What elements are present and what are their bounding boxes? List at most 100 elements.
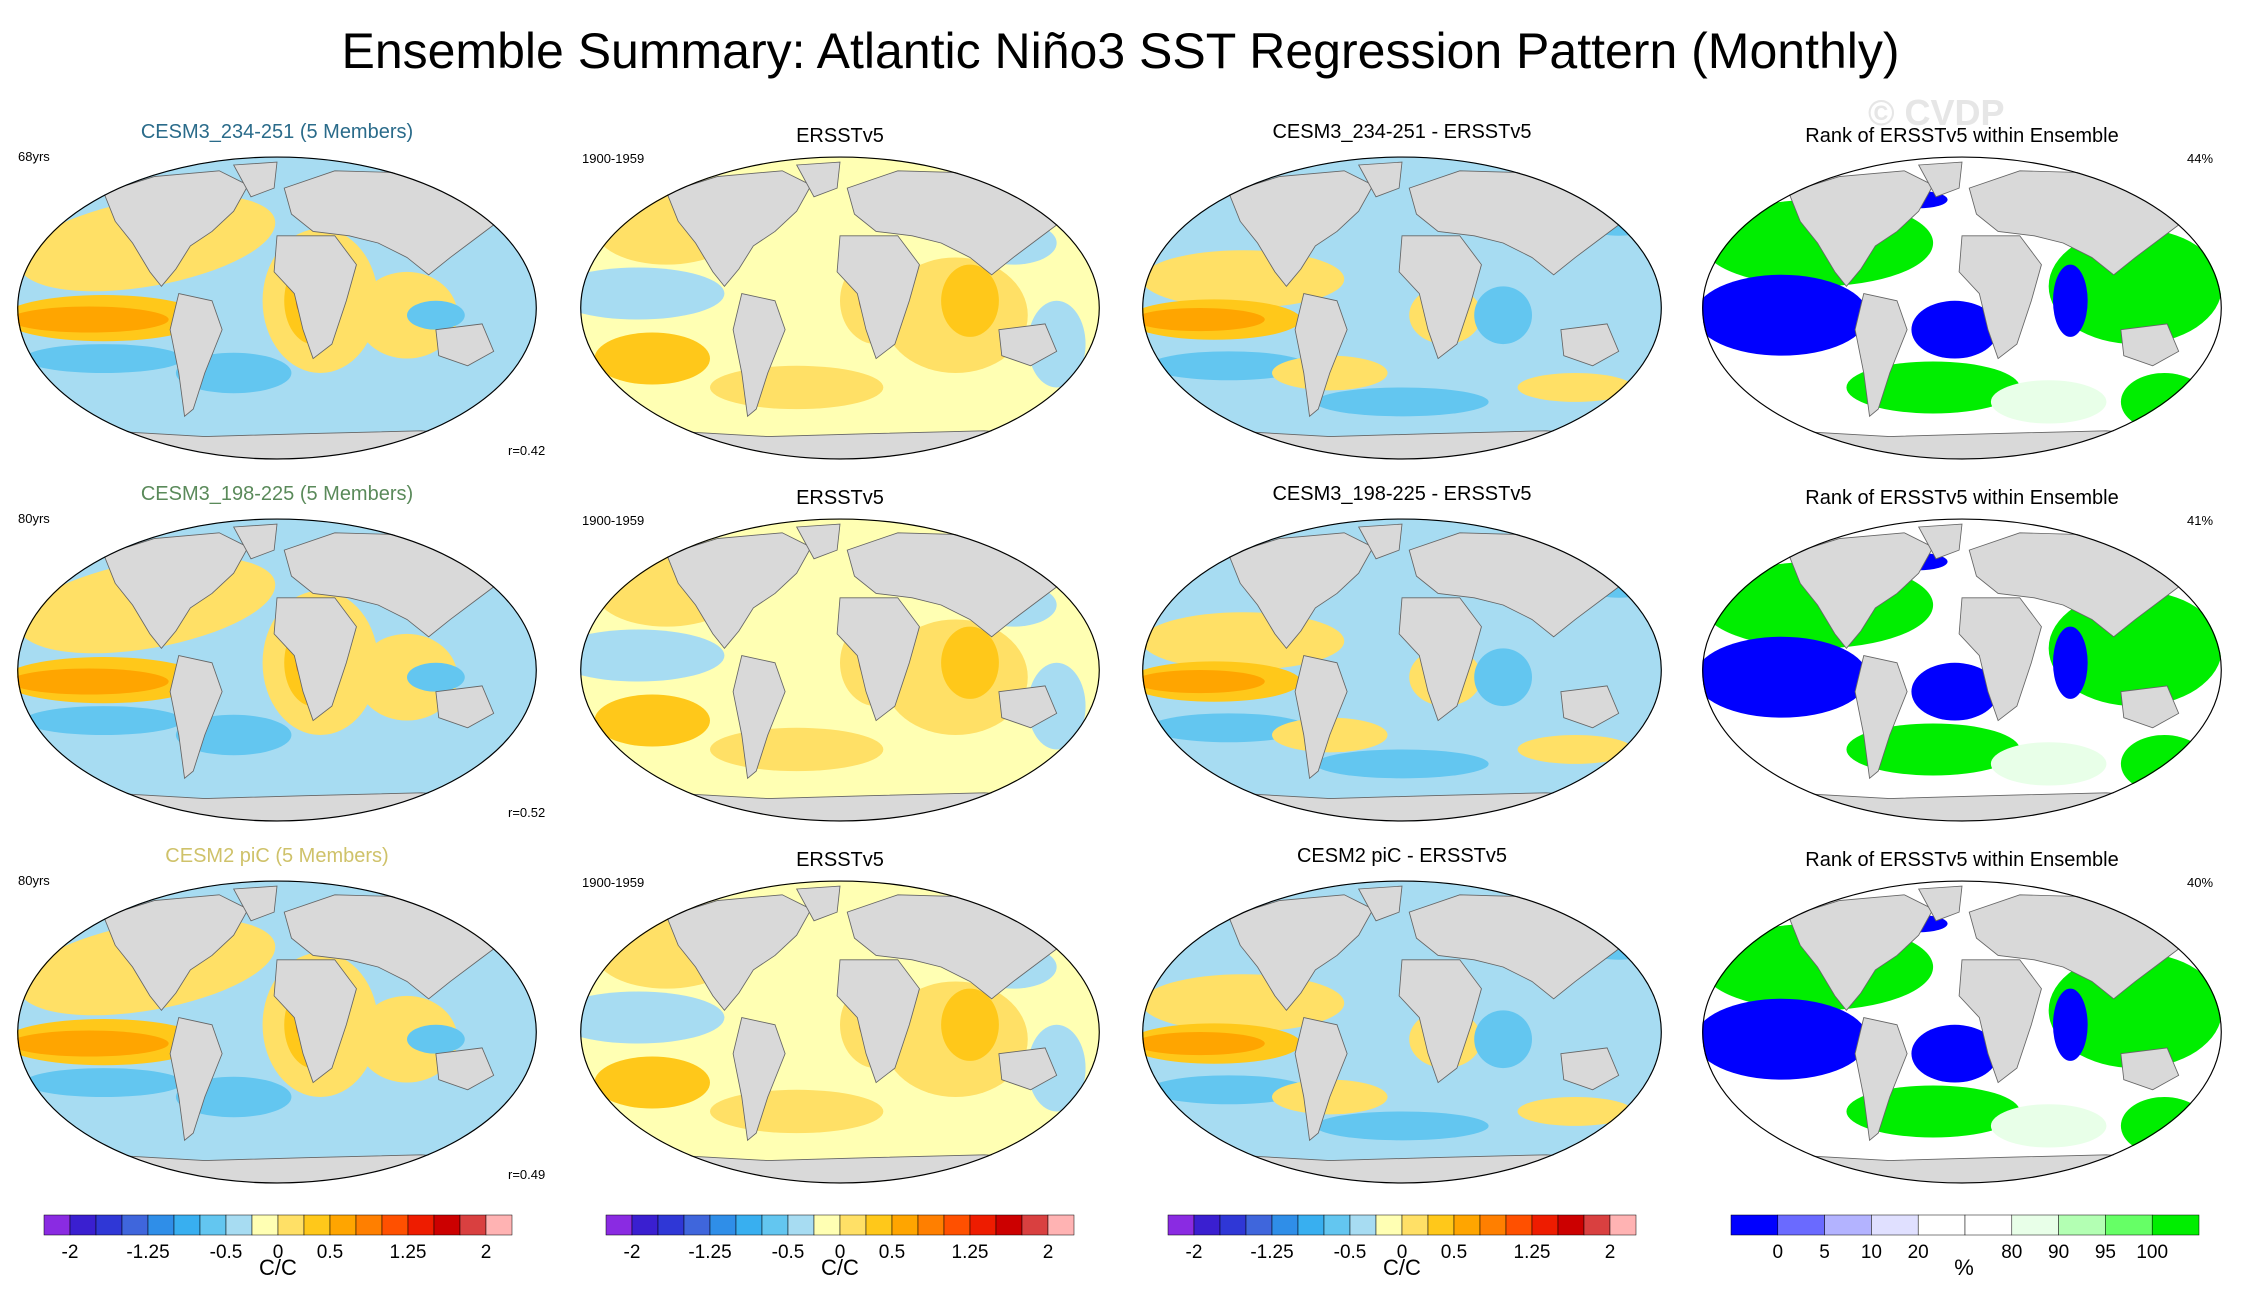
sst-colorbar-3-swatch bbox=[1531, 1214, 1559, 1236]
sst-colorbar-1-tick-label: 0.5 bbox=[316, 1242, 344, 1263]
sst-colorbar-2-swatch bbox=[917, 1214, 945, 1236]
rank-map-row3 bbox=[1702, 880, 2222, 1184]
sst-colorbar-1-swatch bbox=[251, 1214, 279, 1236]
sst-colorbar-2-tick-label: 0.5 bbox=[878, 1242, 906, 1263]
sst-colorbar-1-swatch bbox=[277, 1214, 305, 1236]
sst-colorbar-3-swatch bbox=[1505, 1214, 1533, 1236]
sst-colorbar-1-swatch bbox=[199, 1214, 227, 1236]
sst-colorbar-1-swatch bbox=[459, 1214, 487, 1236]
pattern-corr-row1: r=0.42 bbox=[508, 443, 546, 458]
rank-colorbar-tick-label: 10 bbox=[1860, 1242, 1882, 1263]
sst-colorbar-1-swatch bbox=[355, 1214, 383, 1236]
obs-map-row2 bbox=[580, 518, 1100, 822]
sst-colorbar-3-swatch bbox=[1609, 1214, 1637, 1236]
model-map-row1 bbox=[17, 156, 537, 460]
sst-colorbar-1-tick-label: 1.25 bbox=[389, 1242, 427, 1263]
sst-colorbar-3-swatch bbox=[1219, 1214, 1247, 1236]
sst-colorbar-2-swatch bbox=[683, 1214, 711, 1236]
rank-pct-row3: 40% bbox=[2187, 875, 2214, 890]
sst-colorbar-3-tick-label: 1.25 bbox=[1513, 1242, 1551, 1263]
sst-colorbar-3-swatch bbox=[1297, 1214, 1325, 1236]
rank-title-row3: Rank of ERSSTv5 within Ensemble bbox=[1805, 849, 2119, 871]
sst-colorbar-1-swatch bbox=[121, 1214, 149, 1236]
sst-colorbar-2-tick-label: 2 bbox=[1042, 1242, 1054, 1263]
sst-colorbar-2-swatch bbox=[709, 1214, 737, 1236]
diff-title-row2: CESM3_198-225 - ERSSTv5 bbox=[1272, 483, 1532, 505]
sst-colorbar-3-tick-label: 0.5 bbox=[1440, 1242, 1468, 1263]
sst-colorbar-2-swatch bbox=[761, 1214, 789, 1236]
sst-colorbar-3-tick-label: 0 bbox=[1396, 1242, 1408, 1263]
pattern-corr-row3: r=0.49 bbox=[508, 1167, 546, 1182]
sst-colorbar-3-tick-label: 2 bbox=[1604, 1242, 1616, 1263]
sst-colorbar-2-swatch bbox=[787, 1214, 815, 1236]
sst-colorbar-3-swatch bbox=[1479, 1214, 1507, 1236]
obs-title-row3: ERSSTv5 bbox=[796, 849, 884, 871]
obs-map-row1 bbox=[580, 156, 1100, 460]
sst-colorbar-2-swatch bbox=[813, 1214, 841, 1236]
rank-colorbar-swatch bbox=[2058, 1214, 2106, 1236]
model-map-row3 bbox=[17, 880, 537, 1184]
sst-colorbar-3-swatch bbox=[1167, 1214, 1195, 1236]
sst-colorbar-3-swatch bbox=[1245, 1214, 1273, 1236]
sst-colorbar-2-tick-label: -1.25 bbox=[688, 1242, 732, 1263]
diff-map-row3 bbox=[1142, 880, 1662, 1184]
sst-colorbar-1-swatch bbox=[433, 1214, 461, 1236]
sst-colorbar-3-tick-label: -0.5 bbox=[1333, 1242, 1367, 1263]
sst-colorbar-2-swatch bbox=[943, 1214, 971, 1236]
model-map-row2 bbox=[17, 518, 537, 822]
sst-colorbar-1-tick-label: -0.5 bbox=[209, 1242, 243, 1263]
sst-colorbar-2-swatch bbox=[891, 1214, 919, 1236]
obs-years-row1: 1900-1959 bbox=[582, 151, 645, 166]
rank-pct-row2: 41% bbox=[2187, 513, 2214, 528]
sst-colorbar-2-tick-label: 0 bbox=[834, 1242, 846, 1263]
rank-colorbar-tick-label: 20 bbox=[1907, 1242, 1929, 1263]
sst-colorbar-2 bbox=[605, 1214, 1075, 1236]
sst-colorbar-3-swatch bbox=[1427, 1214, 1455, 1236]
diff-map-row1 bbox=[1142, 156, 1662, 460]
rank-colorbar-swatch bbox=[1917, 1214, 1966, 1236]
pattern-corr-row2: r=0.52 bbox=[508, 805, 546, 820]
obs-title-row2: ERSSTv5 bbox=[796, 487, 884, 509]
rank-colorbar-swatch bbox=[2011, 1214, 2059, 1236]
sst-colorbar-3-swatch bbox=[1349, 1214, 1377, 1236]
sst-colorbar-1-swatch bbox=[69, 1214, 97, 1236]
model-years-row3: 80yrs bbox=[18, 873, 50, 888]
sst-colorbar-1-swatch bbox=[303, 1214, 331, 1236]
rank-colorbar-tick-label: 0 bbox=[1772, 1242, 1784, 1263]
model-title-row2: CESM3_198-225 (5 Members) bbox=[140, 483, 414, 505]
obs-title-row1: ERSSTv5 bbox=[796, 125, 884, 147]
rank-colorbar-tick-label: 100 bbox=[2136, 1242, 2169, 1263]
rank-title-row1: Rank of ERSSTv5 within Ensemble bbox=[1805, 125, 2119, 147]
rank-colorbar-swatch bbox=[2105, 1214, 2153, 1236]
model-years-row1: 68yrs bbox=[18, 149, 50, 164]
sst-colorbar-2-swatch bbox=[657, 1214, 685, 1236]
colorbar-unit-rank: % bbox=[1954, 1255, 1974, 1280]
sst-colorbar-2-swatch bbox=[969, 1214, 997, 1236]
sst-colorbar-1-swatch bbox=[225, 1214, 253, 1236]
sst-colorbar-2-swatch bbox=[605, 1214, 633, 1236]
obs-years-row2: 1900-1959 bbox=[582, 513, 645, 528]
sst-colorbar-3-swatch bbox=[1583, 1214, 1611, 1236]
diff-title-row1: CESM3_234-251 - ERSSTv5 bbox=[1272, 121, 1532, 143]
sst-colorbar-1-tick-label: -1.25 bbox=[126, 1242, 170, 1263]
sst-colorbar-3-tick-label: -1.25 bbox=[1250, 1242, 1294, 1263]
sst-colorbar-2-tick-label: -0.5 bbox=[771, 1242, 805, 1263]
cvdp-watermark: © CVDP bbox=[1868, 92, 2005, 133]
sst-colorbar-3-swatch bbox=[1453, 1214, 1481, 1236]
figure-title: Ensemble Summary: Atlantic Niño3 SST Reg… bbox=[341, 23, 1900, 79]
sst-colorbar-1-swatch bbox=[95, 1214, 123, 1236]
obs-map-row3 bbox=[580, 880, 1100, 1184]
rank-colorbar-swatch bbox=[1824, 1214, 1872, 1236]
sst-colorbar-1-swatch bbox=[43, 1214, 71, 1236]
sst-colorbar-2-swatch bbox=[1047, 1214, 1075, 1236]
sst-colorbar-1-tick-label: 2 bbox=[480, 1242, 492, 1263]
sst-colorbar-1-swatch bbox=[381, 1214, 409, 1236]
rank-title-row2: Rank of ERSSTv5 within Ensemble bbox=[1805, 487, 2119, 509]
sst-colorbar-1-swatch bbox=[147, 1214, 175, 1236]
sst-colorbar-3-swatch bbox=[1271, 1214, 1299, 1236]
sst-colorbar-3 bbox=[1167, 1214, 1637, 1236]
sst-colorbar-2-swatch bbox=[1021, 1214, 1049, 1236]
rank-colorbar-tick-label: 80 bbox=[2001, 1242, 2023, 1263]
sst-colorbar-2-swatch bbox=[735, 1214, 763, 1236]
sst-colorbar-1-swatch bbox=[485, 1214, 513, 1236]
